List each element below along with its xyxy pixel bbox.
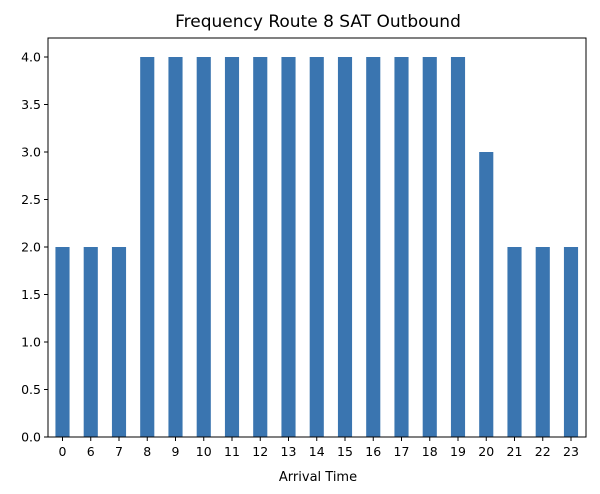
x-tick-label: 11 xyxy=(224,444,240,459)
x-tick-label: 22 xyxy=(535,444,551,459)
bar-7 xyxy=(111,247,127,437)
bar-9 xyxy=(168,57,183,437)
x-tick-label: 14 xyxy=(309,444,325,459)
y-tick-label: 1.0 xyxy=(21,335,41,350)
bar-0 xyxy=(55,247,70,437)
bar-20 xyxy=(479,152,494,437)
y-axis: 0.0 0.5 1.0 1.5 2.0 2.5 3.0 3.5 4.0 xyxy=(21,50,48,445)
y-tick-label: 3.5 xyxy=(21,97,41,112)
y-tick-label: 1.5 xyxy=(21,287,41,302)
x-tick-label: 16 xyxy=(365,444,381,459)
bar-21 xyxy=(507,247,522,437)
bar-11 xyxy=(224,57,240,437)
x-axis-label: Arrival Time xyxy=(279,470,357,485)
plot-frame xyxy=(47,37,587,438)
bar-6 xyxy=(83,247,98,437)
x-tick-label: 10 xyxy=(196,444,212,459)
bar-13 xyxy=(281,57,296,437)
x-tick-label: 9 xyxy=(172,444,180,459)
x-tick-label: 0 xyxy=(59,444,67,459)
y-tick-label: 0.5 xyxy=(21,382,41,397)
x-tick-label: 20 xyxy=(478,444,494,459)
bar-19 xyxy=(450,57,466,437)
x-tick-label: 23 xyxy=(563,444,579,459)
x-tick-label: 18 xyxy=(422,444,438,459)
x-tick-label: 8 xyxy=(143,444,151,459)
x-tick-label: 19 xyxy=(450,444,466,459)
y-tick-label: 0.0 xyxy=(21,430,41,445)
y-tick-label: 2.0 xyxy=(21,240,41,255)
bar-12 xyxy=(253,57,268,437)
bar-16 xyxy=(366,57,381,437)
x-axis: 0 6 7 8 9 10 11 12 13 14 15 16 17 18 19 20 21 22 23 xyxy=(59,437,579,459)
y-tick-label: 4.0 xyxy=(21,50,41,65)
bar-14 xyxy=(309,57,324,437)
bar-22 xyxy=(535,247,550,437)
bar-23 xyxy=(563,247,579,437)
x-tick-label: 6 xyxy=(87,444,95,459)
bar-18 xyxy=(422,57,437,437)
x-tick-label: 21 xyxy=(507,444,523,459)
x-tick-label: 12 xyxy=(252,444,268,459)
bar-17 xyxy=(394,57,409,437)
bar-15 xyxy=(337,57,353,437)
bar-10 xyxy=(196,57,211,437)
bar-8 xyxy=(140,57,155,437)
y-tick-label: 3.0 xyxy=(21,145,41,160)
bars-group xyxy=(55,57,579,437)
x-tick-label: 15 xyxy=(337,444,353,459)
x-tick-label: 17 xyxy=(394,444,410,459)
chart-title: Frequency Route 8 SAT Outbound xyxy=(175,12,461,32)
x-tick-label: 13 xyxy=(281,444,297,459)
x-tick-label: 7 xyxy=(115,444,123,459)
y-tick-label: 2.5 xyxy=(21,192,41,207)
